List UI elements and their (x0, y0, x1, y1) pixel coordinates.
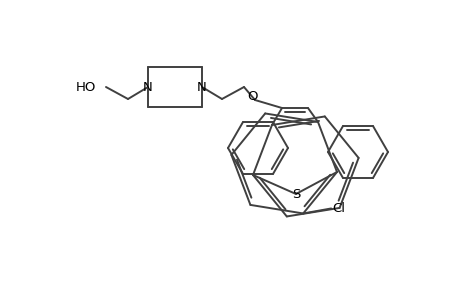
Text: O: O (247, 89, 257, 103)
Text: N: N (197, 80, 207, 94)
Text: Cl: Cl (332, 202, 345, 215)
Text: HO: HO (75, 80, 96, 94)
Text: N: N (143, 80, 152, 94)
Text: S: S (291, 188, 300, 200)
